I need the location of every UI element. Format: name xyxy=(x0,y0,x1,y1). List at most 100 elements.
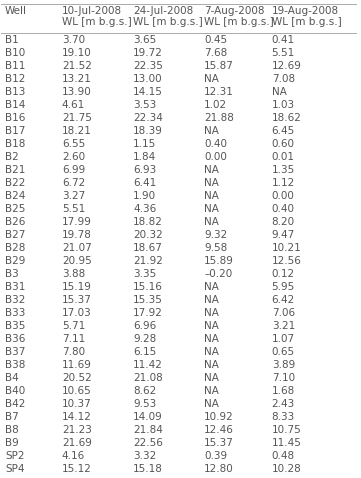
Text: NA: NA xyxy=(204,74,219,84)
Text: 14.15: 14.15 xyxy=(133,87,163,97)
Text: 15.18: 15.18 xyxy=(133,464,163,474)
Text: B29: B29 xyxy=(5,256,25,266)
Text: NA: NA xyxy=(204,295,219,305)
Text: 10.21: 10.21 xyxy=(272,243,301,253)
Text: B4: B4 xyxy=(5,373,19,383)
Text: 3.88: 3.88 xyxy=(62,269,85,279)
Text: B16: B16 xyxy=(5,113,25,123)
Text: 19.10: 19.10 xyxy=(62,48,92,58)
Text: B28: B28 xyxy=(5,243,25,253)
Text: NA: NA xyxy=(272,87,287,97)
Text: 4.16: 4.16 xyxy=(62,451,85,461)
Text: 5.51: 5.51 xyxy=(62,204,85,214)
Text: Well: Well xyxy=(5,6,27,16)
Text: 13.21: 13.21 xyxy=(62,74,92,84)
Text: 20.95: 20.95 xyxy=(62,256,92,266)
Text: 3.27: 3.27 xyxy=(62,191,85,201)
Text: 3.21: 3.21 xyxy=(272,321,295,331)
Text: 15.35: 15.35 xyxy=(133,295,163,305)
Text: 9.47: 9.47 xyxy=(272,230,295,240)
Text: 4.36: 4.36 xyxy=(133,204,156,214)
Text: NA: NA xyxy=(204,386,219,396)
Text: NA: NA xyxy=(204,165,219,175)
Text: 10.28: 10.28 xyxy=(272,464,301,474)
Text: 13.00: 13.00 xyxy=(133,74,162,84)
Text: 12.69: 12.69 xyxy=(272,61,301,71)
Text: NA: NA xyxy=(204,191,219,201)
Text: B26: B26 xyxy=(5,217,25,227)
Text: B17: B17 xyxy=(5,126,25,136)
Text: B32: B32 xyxy=(5,295,25,305)
Text: 15.37: 15.37 xyxy=(62,295,92,305)
Text: 17.92: 17.92 xyxy=(133,308,163,318)
Text: 12.46: 12.46 xyxy=(204,425,234,435)
Text: 21.52: 21.52 xyxy=(62,61,92,71)
Text: 15.16: 15.16 xyxy=(133,282,163,292)
Text: 6.55: 6.55 xyxy=(62,139,85,149)
Text: 0.00: 0.00 xyxy=(204,152,227,162)
Text: 3.65: 3.65 xyxy=(133,35,156,45)
Text: B12: B12 xyxy=(5,74,25,84)
Text: 8.62: 8.62 xyxy=(133,386,156,396)
Text: 1.07: 1.07 xyxy=(272,334,295,344)
Text: 11.42: 11.42 xyxy=(133,360,163,370)
Text: B21: B21 xyxy=(5,165,25,175)
Text: 9.32: 9.32 xyxy=(204,230,227,240)
Text: B37: B37 xyxy=(5,347,25,357)
Text: 5.71: 5.71 xyxy=(62,321,85,331)
Text: 5.51: 5.51 xyxy=(272,48,295,58)
Text: 22.35: 22.35 xyxy=(133,61,163,71)
Text: 1.35: 1.35 xyxy=(272,165,295,175)
Text: 21.92: 21.92 xyxy=(133,256,163,266)
Text: 11.45: 11.45 xyxy=(272,438,301,448)
Text: 7.08: 7.08 xyxy=(272,74,295,84)
Text: B25: B25 xyxy=(5,204,25,214)
Text: 7.80: 7.80 xyxy=(62,347,85,357)
Text: B14: B14 xyxy=(5,100,25,110)
Text: 0.48: 0.48 xyxy=(272,451,295,461)
Text: B27: B27 xyxy=(5,230,25,240)
Text: 1.68: 1.68 xyxy=(272,386,295,396)
Text: 19.78: 19.78 xyxy=(62,230,92,240)
Text: 7.11: 7.11 xyxy=(62,334,85,344)
Text: 10.92: 10.92 xyxy=(204,412,234,422)
Text: 18.62: 18.62 xyxy=(272,113,301,123)
Text: NA: NA xyxy=(204,204,219,214)
Text: NA: NA xyxy=(204,334,219,344)
Text: B7: B7 xyxy=(5,412,19,422)
Text: B42: B42 xyxy=(5,399,25,409)
Text: 3.89: 3.89 xyxy=(272,360,295,370)
Text: NA: NA xyxy=(204,178,219,188)
Text: 0.39: 0.39 xyxy=(204,451,227,461)
Text: B3: B3 xyxy=(5,269,19,279)
Text: 7.68: 7.68 xyxy=(204,48,227,58)
Text: B33: B33 xyxy=(5,308,25,318)
Text: SP4: SP4 xyxy=(5,464,25,474)
Text: 6.93: 6.93 xyxy=(133,165,156,175)
Text: NA: NA xyxy=(204,347,219,357)
Text: B40: B40 xyxy=(5,386,25,396)
Text: 6.72: 6.72 xyxy=(62,178,85,188)
Text: 10.65: 10.65 xyxy=(62,386,92,396)
Text: 0.40: 0.40 xyxy=(204,139,227,149)
Text: 6.41: 6.41 xyxy=(133,178,156,188)
Text: 1.84: 1.84 xyxy=(133,152,156,162)
Text: B11: B11 xyxy=(5,61,25,71)
Text: 7-Aug-2008
WL [m b.g.s.]: 7-Aug-2008 WL [m b.g.s.] xyxy=(204,6,274,27)
Text: 21.23: 21.23 xyxy=(62,425,92,435)
Text: 15.37: 15.37 xyxy=(204,438,234,448)
Text: 9.58: 9.58 xyxy=(204,243,227,253)
Text: B24: B24 xyxy=(5,191,25,201)
Text: 6.45: 6.45 xyxy=(272,126,295,136)
Text: 1.12: 1.12 xyxy=(272,178,295,188)
Text: 7.10: 7.10 xyxy=(272,373,295,383)
Text: SP2: SP2 xyxy=(5,451,25,461)
Text: B36: B36 xyxy=(5,334,25,344)
Text: 13.90: 13.90 xyxy=(62,87,92,97)
Text: 21.84: 21.84 xyxy=(133,425,163,435)
Text: B38: B38 xyxy=(5,360,25,370)
Text: 21.07: 21.07 xyxy=(62,243,92,253)
Text: 0.00: 0.00 xyxy=(272,191,295,201)
Text: 1.02: 1.02 xyxy=(204,100,227,110)
Text: B18: B18 xyxy=(5,139,25,149)
